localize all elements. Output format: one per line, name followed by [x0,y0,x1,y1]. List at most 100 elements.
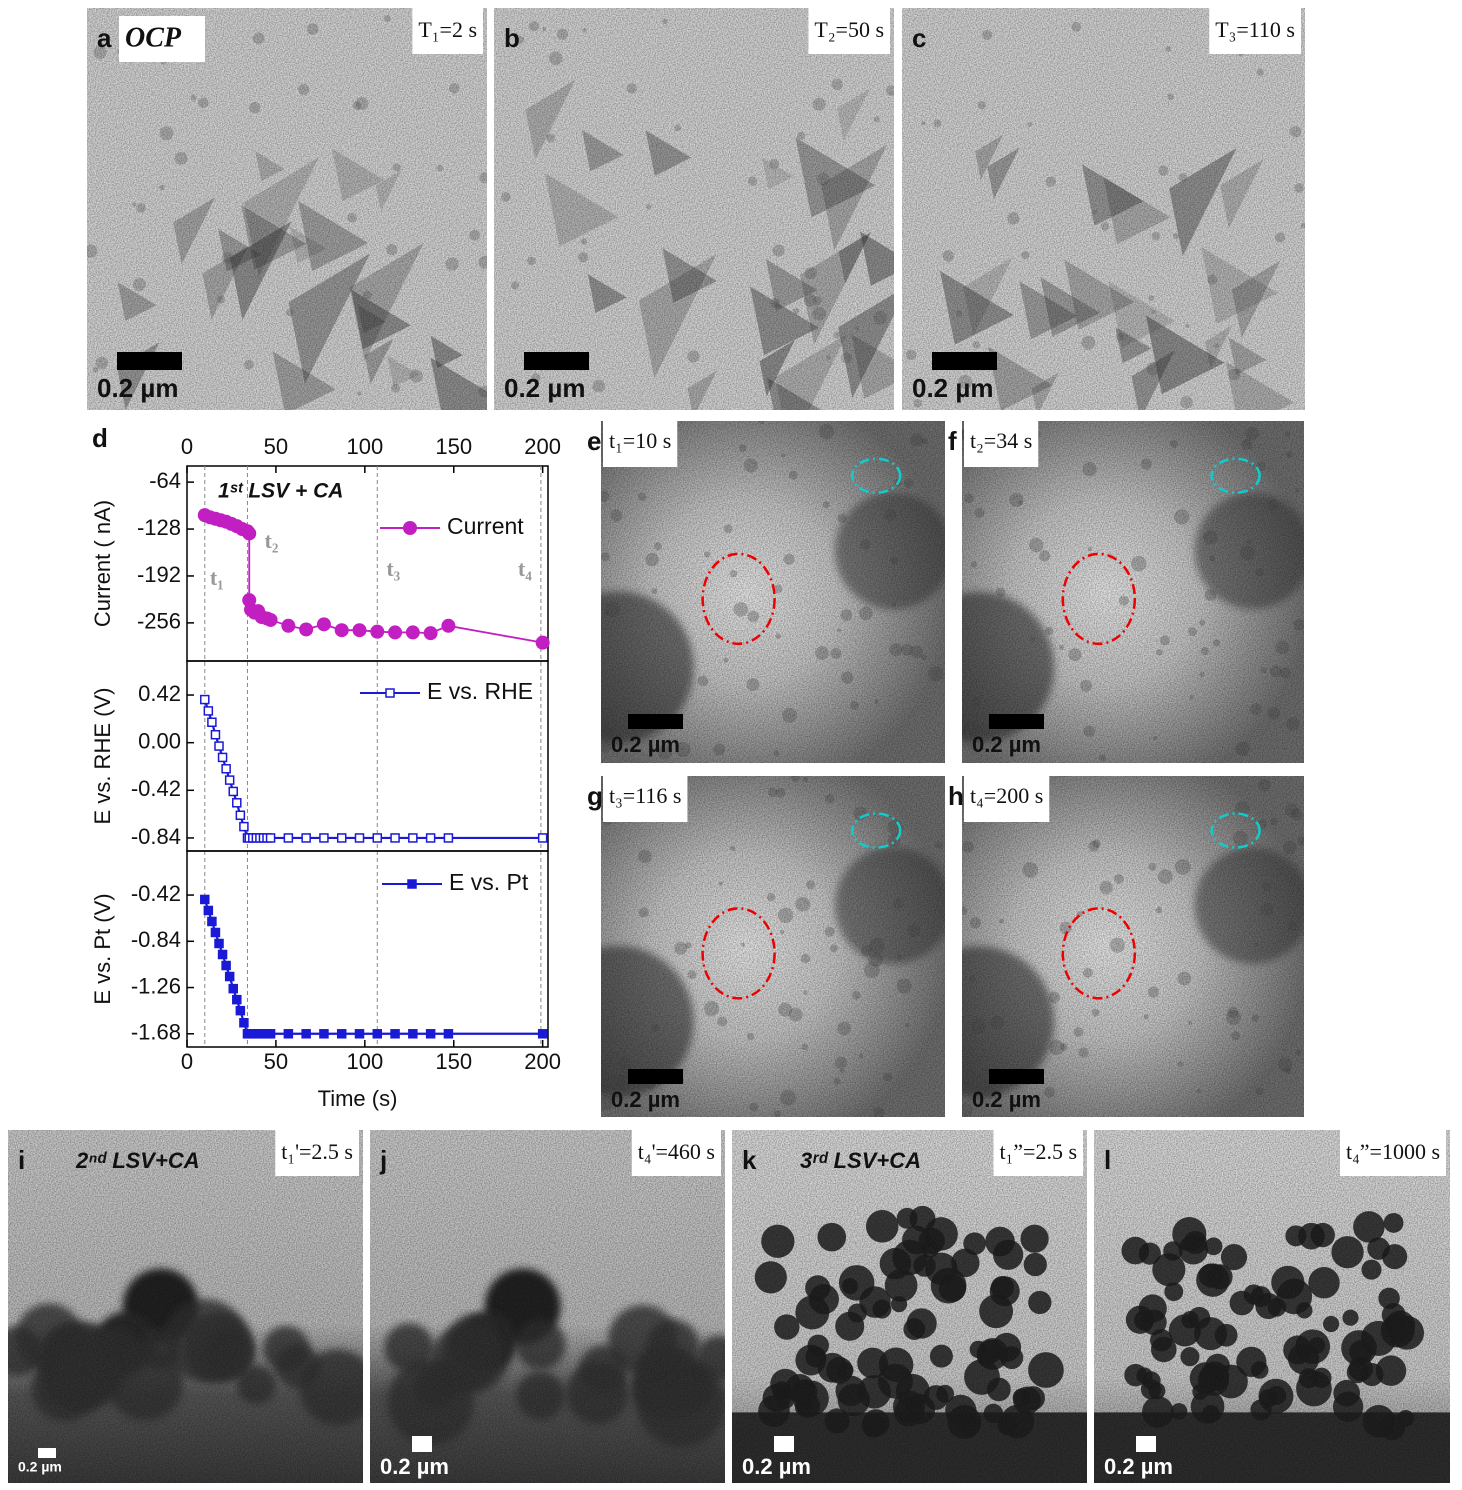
time-box [1209,8,1301,54]
data-point [207,916,217,927]
data-point [239,1018,249,1028]
noise [370,1130,725,1483]
data-point [354,1029,365,1039]
y-axis-label: E vs. RHE (V) [90,688,115,825]
time-label: T₁=2 s [418,17,477,42]
time-marker-label: t₁ [210,565,224,590]
noise [962,421,1304,763]
micrograph [601,421,945,763]
highlight-red [701,552,776,646]
data-point [228,983,238,994]
y-axis-label: E vs. Pt (V) [90,893,115,1004]
data-point [370,624,385,639]
y-tick-label: 0.00 [138,728,181,753]
panel-letter: j [379,1145,387,1175]
scale-bar [628,1069,683,1084]
highlight-cyan [850,812,902,849]
highlight-red [701,907,776,1000]
data-point [405,625,420,640]
scale-label: 0.2 µm [742,1454,811,1479]
y-tick-label: -0.42 [131,776,181,801]
data-point [388,625,403,640]
data-point [372,833,383,843]
time-box [964,421,1039,467]
data-point [301,833,311,843]
data-point [265,833,276,843]
scale-label: 0.2 µm [504,373,585,403]
data-point [443,833,454,843]
x-tick-label: 150 [435,1049,472,1074]
time-label: t₂=34 s [970,428,1032,453]
data-point [235,810,246,821]
highlight-cyan [1210,812,1261,849]
scale-label: 0.2 µm [97,373,178,403]
time-box [412,8,483,54]
data-point [316,617,331,632]
legend-label: E vs. RHE [427,678,533,704]
data-point [214,938,224,949]
data-point [242,526,257,541]
data-point [336,833,347,843]
highlight-red [1061,907,1137,1000]
data-point [232,798,242,808]
time-label: t₄=200 s [970,783,1043,808]
x-tick-label: 50 [264,1049,288,1074]
legend-label: Current [447,513,524,539]
x-tick-label: 200 [524,434,561,459]
data-point [281,618,296,633]
data-point [334,623,349,638]
data-point [537,1029,548,1039]
data-point [336,1029,347,1039]
data-point [200,694,210,705]
y-tick-label: -1.68 [131,1020,181,1045]
data-point [235,1005,246,1016]
data-point [408,1029,418,1039]
panel-letter: k [742,1145,757,1175]
chart-annotation: 1ˢᵗ LSV + CA [218,480,343,503]
scale-bar [524,352,589,370]
time-label: T₂=50 s [814,17,884,42]
data-point [217,949,228,960]
data-point [443,1029,454,1039]
time-box [993,1130,1083,1176]
x-axis-label: Time (s) [318,1086,398,1111]
y-tick-label: -64 [149,468,181,493]
time-box [808,8,890,54]
panel-letter: g [587,781,603,811]
data-point [214,741,224,751]
micrograph [494,8,894,410]
x-tick-label: 200 [524,1049,561,1074]
panel-letter: i [18,1145,25,1175]
x-tick-label: 50 [264,434,288,459]
y-tick-label: -192 [137,562,181,587]
data-point [319,833,329,843]
data-point [283,833,294,843]
data-point [352,623,367,638]
data-point [224,971,235,982]
data-point [299,622,314,637]
data-point [203,706,214,716]
time-marker-label: t₄ [518,556,532,581]
scale-label: 0.2 µm [18,1459,62,1475]
panel-letter: d [92,423,108,453]
noise [494,8,894,410]
panel-letter: l [1104,1145,1111,1175]
time-box [1339,1130,1446,1176]
legend-marker [407,879,417,889]
data-point [372,1029,383,1039]
micrograph [962,421,1304,763]
time-box [603,421,678,467]
micrograph [370,1130,725,1483]
panel-tag: 2ⁿᵈ LSV+CA [75,1148,200,1173]
data-point [263,612,278,627]
legend-marker [403,521,417,535]
scale-bar [989,1069,1044,1084]
data-point [425,1029,436,1039]
noise [87,8,487,410]
y-tick-label: -128 [137,515,181,540]
data-point [537,833,548,843]
time-box [631,1130,721,1176]
time-label: t₁=10 s [609,428,671,453]
micrograph [1094,1130,1450,1483]
time-label: T₃=110 s [1215,17,1295,42]
